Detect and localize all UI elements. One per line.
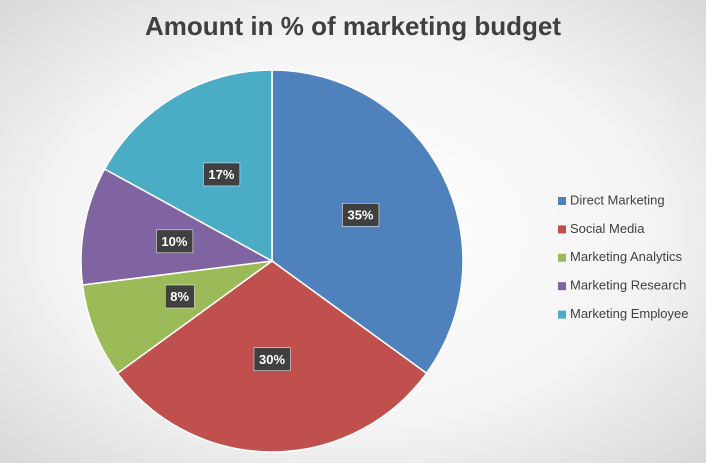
data-label: 8% <box>170 289 189 304</box>
chart-title: Amount in % of marketing budget <box>145 11 561 41</box>
legend-swatch <box>558 225 566 234</box>
legend-label: Marketing Analytics <box>570 249 682 264</box>
legend-swatch <box>558 197 566 205</box>
pie-slice <box>80 167 275 286</box>
data-label: 17% <box>208 167 234 182</box>
legend-label: Social Media <box>570 221 645 236</box>
data-label: 35% <box>347 207 373 222</box>
legend-label: Marketing Employee <box>570 306 689 321</box>
data-label-box <box>203 162 241 187</box>
legend-label: Direct Marketing <box>570 192 665 207</box>
data-label-box <box>253 347 291 372</box>
data-label: 10% <box>161 234 187 249</box>
legend-label: Marketing Research <box>570 278 686 293</box>
data-label-box <box>165 284 195 309</box>
data-label-box <box>156 229 194 254</box>
pie-slice <box>81 260 273 375</box>
data-label: 30% <box>259 352 285 367</box>
legend-swatch <box>558 253 566 262</box>
data-label-box <box>342 203 380 227</box>
legend-swatch <box>558 310 566 319</box>
legend-swatch <box>558 282 566 291</box>
pie-slice <box>103 69 273 263</box>
